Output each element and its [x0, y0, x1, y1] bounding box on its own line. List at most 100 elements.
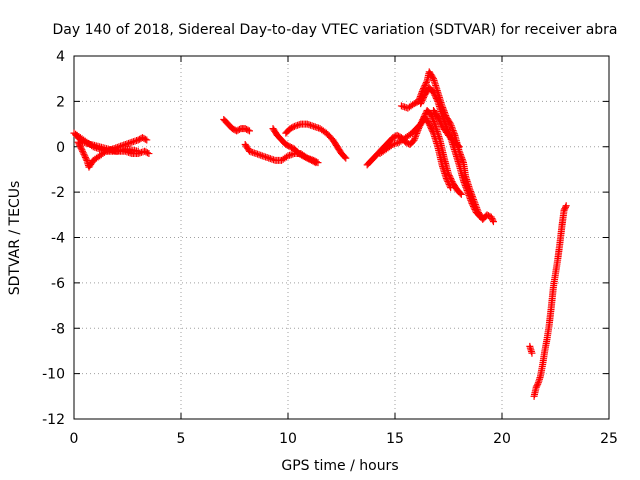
data-point — [435, 116, 443, 124]
data-point — [421, 81, 429, 89]
y-tick-label: 0 — [56, 140, 65, 156]
data-point — [81, 153, 89, 161]
data-point — [289, 123, 297, 131]
data-point — [444, 178, 452, 186]
data-point — [282, 153, 290, 161]
y-tick-label: -6 — [51, 276, 65, 292]
data-point — [429, 116, 437, 124]
data-point — [454, 142, 462, 150]
data-point — [443, 176, 451, 184]
data-point — [528, 349, 536, 357]
data-point — [534, 380, 542, 388]
data-point — [425, 120, 433, 128]
data-point — [420, 94, 428, 102]
data-points — [70, 68, 570, 400]
data-point — [447, 120, 455, 128]
data-point — [312, 159, 320, 167]
data-point — [433, 96, 441, 104]
x-tick-label: 20 — [493, 431, 511, 447]
x-axis-label: GPS time / hours — [281, 458, 398, 474]
data-point — [476, 212, 484, 220]
data-point — [341, 153, 349, 161]
data-point — [432, 93, 440, 101]
data-point — [466, 193, 474, 201]
data-point — [427, 123, 435, 131]
data-point — [417, 98, 425, 106]
data-point — [462, 183, 470, 191]
data-point — [465, 191, 473, 199]
data-point — [422, 80, 430, 88]
data-point — [561, 205, 569, 213]
data-point — [438, 111, 446, 119]
data-point — [434, 113, 442, 121]
data-point — [82, 155, 90, 163]
data-point — [387, 142, 395, 150]
data-point — [78, 146, 86, 154]
y-tick-label: -8 — [51, 321, 65, 337]
data-point — [432, 94, 440, 102]
y-tick-label: 2 — [56, 94, 65, 110]
data-point — [489, 218, 497, 226]
data-point — [464, 188, 472, 196]
y-tick-label: -12 — [42, 412, 65, 428]
data-point — [447, 122, 455, 130]
data-point — [427, 125, 435, 133]
data-point — [469, 202, 477, 210]
data-point — [532, 383, 540, 391]
y-tick-label: -10 — [42, 367, 65, 383]
grid — [74, 56, 609, 419]
data-point — [445, 181, 453, 189]
y-tick-label: -4 — [51, 231, 65, 247]
data-point — [463, 185, 471, 193]
data-point — [81, 152, 89, 160]
data-point — [430, 90, 438, 98]
data-point — [418, 97, 426, 105]
data-point — [445, 179, 452, 187]
data-point — [410, 136, 418, 144]
data-point — [447, 184, 455, 192]
data-point — [417, 100, 425, 108]
data-point — [455, 143, 463, 151]
data-point — [430, 119, 438, 127]
data-point — [428, 126, 436, 134]
data-point — [420, 85, 428, 93]
data-point — [244, 126, 252, 134]
data-point — [560, 206, 568, 214]
x-tick-label: 5 — [177, 431, 186, 447]
data-point — [460, 178, 468, 186]
data-point — [310, 158, 318, 166]
y-axis-label: SDTVAR / TECUs — [7, 181, 23, 296]
data-point — [419, 95, 427, 103]
data-point — [143, 136, 151, 144]
data-point — [420, 83, 428, 91]
data-point — [457, 190, 465, 198]
data-point — [467, 198, 475, 206]
data-point — [429, 114, 437, 122]
data-point — [141, 135, 149, 143]
data-point — [533, 382, 541, 390]
data-point — [459, 177, 467, 185]
data-point — [466, 195, 474, 203]
data-point — [422, 78, 430, 86]
data-point — [468, 199, 476, 207]
data-point — [428, 113, 436, 121]
y-tick-label: -2 — [51, 185, 65, 201]
data-point — [448, 125, 456, 133]
data-point — [429, 128, 437, 136]
data-point — [342, 154, 350, 162]
data-point — [469, 201, 477, 209]
data-point — [245, 127, 253, 135]
data-point — [463, 187, 471, 195]
data-point — [461, 180, 469, 188]
y-tick-labels: 4 2 0 -2 -4 -6 -8 -10 -12 — [42, 49, 65, 428]
data-point — [464, 190, 472, 198]
data-point — [411, 134, 419, 142]
data-point — [429, 73, 437, 81]
data-point — [436, 118, 444, 126]
x-tick-labels: 0 5 10 15 20 25 — [70, 431, 618, 447]
x-tick-label: 25 — [600, 431, 618, 447]
data-point — [446, 182, 454, 190]
data-point — [430, 117, 438, 125]
data-point — [435, 115, 443, 123]
